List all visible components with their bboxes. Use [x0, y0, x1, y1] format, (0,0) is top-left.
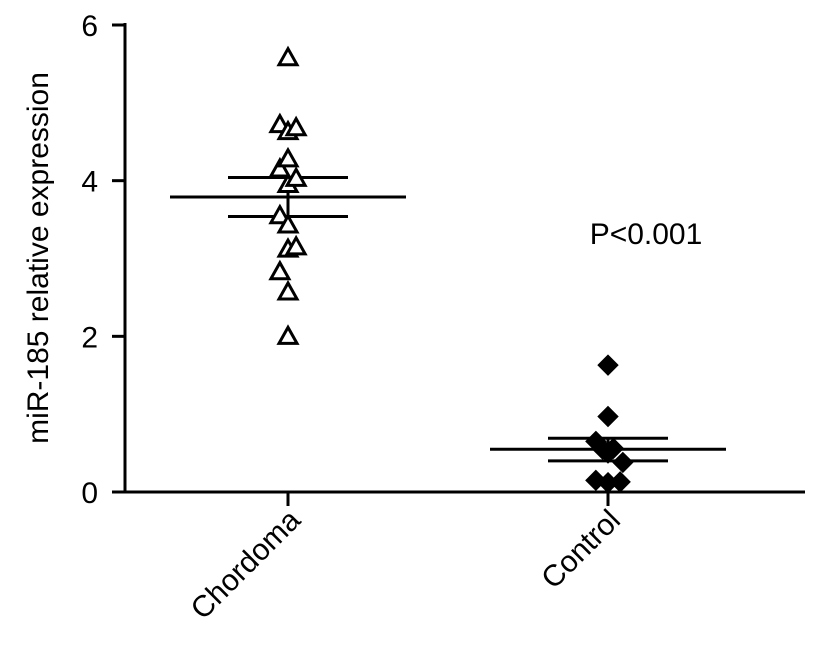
chordoma-point-triangle [284, 115, 308, 137]
control-point-diamond [609, 471, 631, 493]
data-points [268, 45, 634, 494]
y-tick-label: 4 [81, 166, 98, 199]
control-point-diamond [597, 405, 619, 428]
x-category-label: Chordoma [185, 503, 308, 626]
chordoma-point-triangle [276, 45, 300, 67]
chordoma-point-triangle [268, 259, 292, 281]
control-point-diamond [597, 354, 619, 376]
y-tick-label: 6 [81, 10, 98, 43]
chordoma-point-triangle [268, 156, 292, 178]
y-ticks: 0 2 4 6 [81, 10, 125, 510]
y-tick-label: 0 [81, 477, 98, 510]
chordoma-point-triangle [268, 203, 292, 225]
x-category-label: Control [535, 504, 627, 596]
x-category-ticks: Chordoma Control [185, 492, 627, 626]
chordoma-point-triangle [284, 166, 308, 187]
p-value-annotation: P<0.001 [590, 218, 703, 251]
y-axis-title: miR-185 relative expression [22, 72, 55, 444]
chordoma-point-triangle [276, 146, 300, 168]
chordoma-point-triangle [276, 279, 300, 301]
axes [123, 23, 805, 494]
control-point-diamond [612, 451, 634, 474]
control-point-diamond [597, 442, 619, 464]
chordoma-point-triangle [276, 324, 300, 345]
chordoma-point-triangle [276, 212, 300, 234]
chordoma-point-triangle [284, 234, 308, 256]
y-tick-label: 2 [81, 321, 98, 354]
